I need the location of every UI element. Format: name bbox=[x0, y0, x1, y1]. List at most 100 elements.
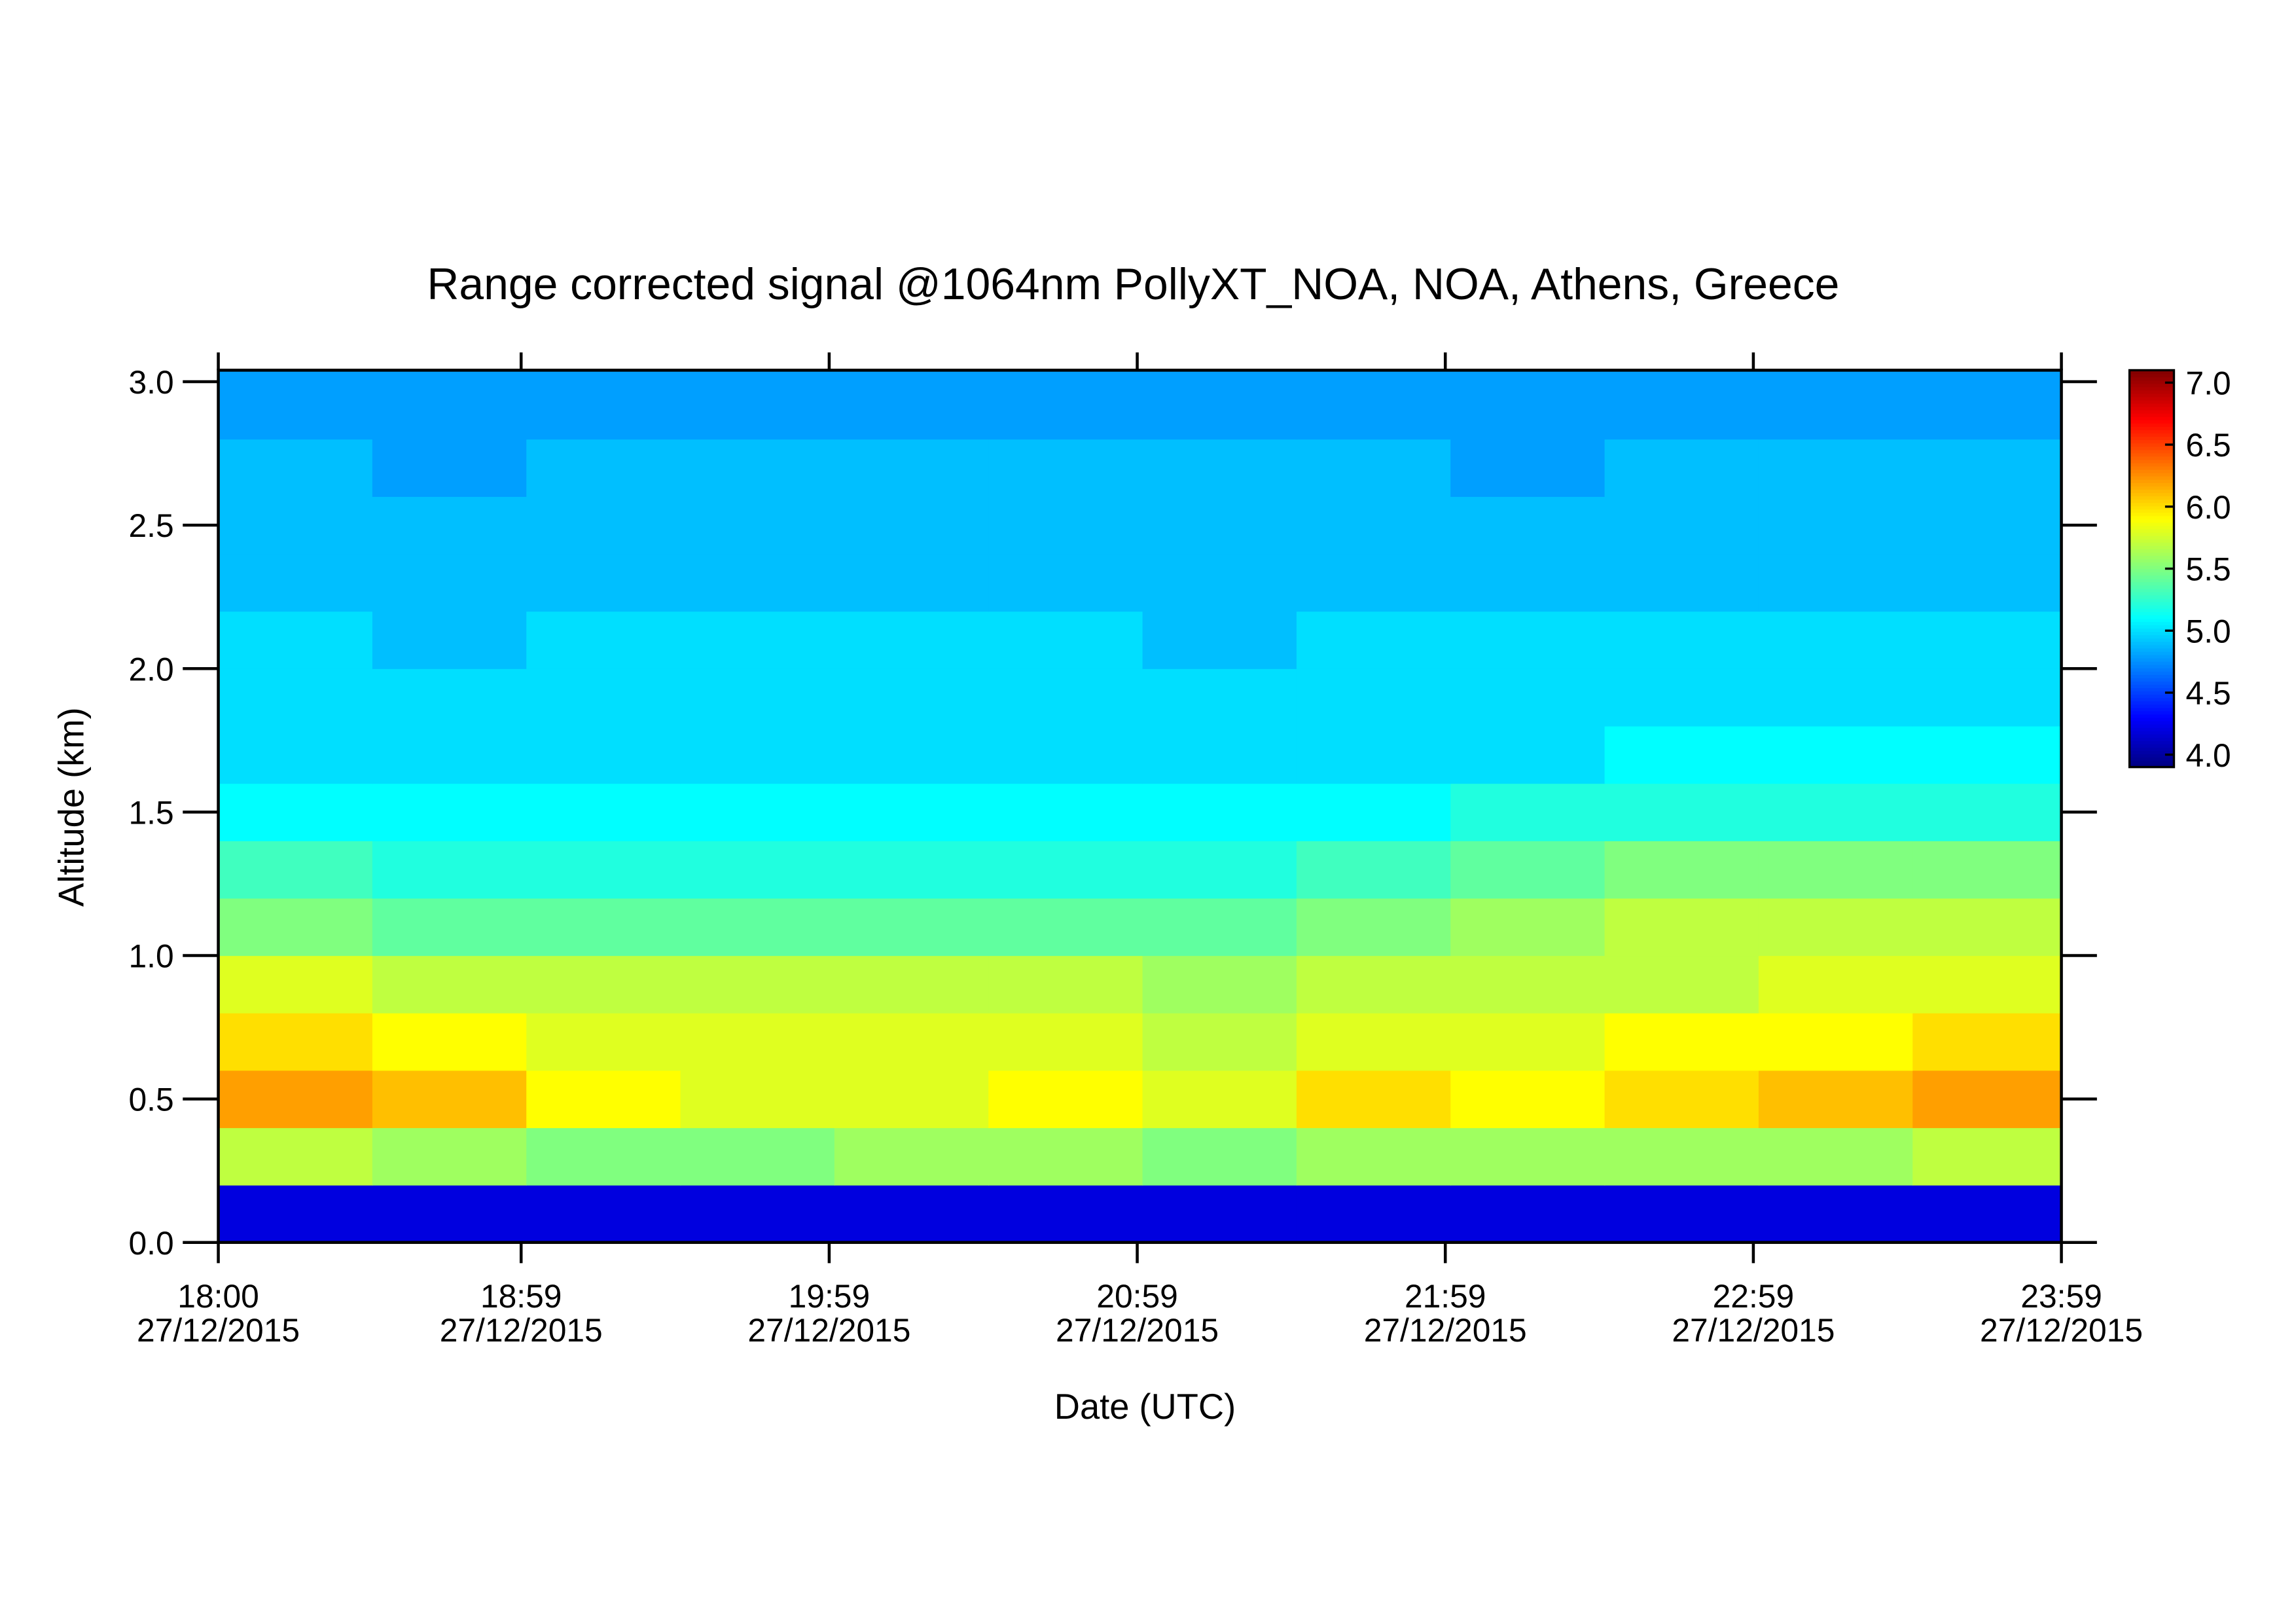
heatmap-cell bbox=[526, 955, 681, 1013]
heatmap-cell bbox=[1296, 611, 1451, 669]
colorbar-swatch bbox=[2129, 657, 2174, 662]
colorbar-swatch bbox=[2129, 687, 2174, 692]
colorbar-swatch bbox=[2129, 668, 2174, 672]
heatmap-cell bbox=[1450, 611, 1605, 669]
heatmap-cell bbox=[372, 496, 527, 555]
heatmap-cell bbox=[1758, 439, 1913, 497]
heatmap-cell bbox=[1296, 496, 1451, 555]
heatmap-cell bbox=[834, 955, 989, 1013]
colorbar-swatch bbox=[2129, 552, 2174, 556]
heatmap-cell bbox=[1758, 1070, 1913, 1129]
colorbar-swatch bbox=[2129, 628, 2174, 632]
heatmap-cell bbox=[526, 370, 681, 440]
colorbar-swatch bbox=[2129, 396, 2174, 401]
heatmap-cell bbox=[1912, 1127, 2062, 1186]
colorbar-tick-label: 4.5 bbox=[2186, 675, 2231, 712]
heatmap-cell bbox=[1758, 668, 1913, 727]
heatmap-cell bbox=[680, 1185, 835, 1243]
heatmap-cell bbox=[1450, 496, 1605, 555]
heatmap-cell bbox=[1296, 725, 1451, 784]
heatmap-cell bbox=[1450, 1070, 1605, 1129]
heatmap-cell bbox=[1296, 439, 1451, 497]
heatmap-cell bbox=[1604, 439, 1759, 497]
x-tick-label: 20:59 27/12/2015 bbox=[1056, 1278, 1219, 1349]
heatmap-cell bbox=[834, 496, 989, 555]
colorbar-swatch bbox=[2129, 744, 2174, 748]
heatmap-cell bbox=[526, 725, 681, 784]
y-tick-label: 2.5 bbox=[129, 507, 174, 544]
heatmap-cell bbox=[1758, 1013, 1913, 1071]
colorbar-swatch bbox=[2129, 598, 2174, 602]
heatmap-cell bbox=[372, 370, 527, 440]
heatmap-cell bbox=[1142, 898, 1297, 957]
heatmap-cell bbox=[1450, 1127, 1605, 1186]
heatmap-cell bbox=[1912, 725, 2062, 784]
colorbar-swatch bbox=[2129, 717, 2174, 721]
colorbar-swatch bbox=[2129, 608, 2174, 612]
heatmap-cell bbox=[1912, 898, 2062, 957]
heatmap-cell bbox=[1450, 898, 1605, 957]
colorbar-swatch bbox=[2129, 647, 2174, 652]
colorbar-swatch bbox=[2129, 380, 2174, 384]
heatmap-cell bbox=[988, 1070, 1143, 1129]
x-tick-label: 18:00 27/12/2015 bbox=[137, 1278, 300, 1349]
heatmap-cell bbox=[218, 553, 373, 612]
heatmap-cell bbox=[372, 553, 527, 612]
colorbar-swatch bbox=[2129, 618, 2174, 623]
heatmap-cell bbox=[1142, 1013, 1297, 1071]
heatmap-cell bbox=[526, 1013, 681, 1071]
y-axis-label: Altitude (km) bbox=[52, 707, 92, 907]
heatmap-cell bbox=[218, 370, 373, 440]
colorbar-swatch bbox=[2129, 545, 2174, 549]
colorbar-swatch bbox=[2129, 476, 2174, 480]
colorbar-swatch bbox=[2129, 674, 2174, 678]
colorbar-swatch bbox=[2129, 383, 2174, 388]
heatmap-cell bbox=[988, 1127, 1143, 1186]
colorbar: 4.0 4.5 5.0 5.5 6.0 6.5 7.0 bbox=[2128, 365, 2231, 774]
heatmap-cell bbox=[834, 841, 989, 899]
heatmap-cell bbox=[1296, 668, 1451, 727]
colorbar-swatch bbox=[2129, 621, 2174, 626]
colorbar-swatch bbox=[2129, 489, 2174, 494]
heatmap-cell bbox=[372, 841, 527, 899]
colorbar-swatch bbox=[2129, 585, 2174, 589]
heatmap-cell bbox=[1142, 1185, 1297, 1243]
colorbar-swatch bbox=[2129, 754, 2174, 758]
colorbar-swatch bbox=[2129, 634, 2174, 639]
heatmap-cell bbox=[1450, 1013, 1605, 1071]
colorbar-swatch bbox=[2129, 499, 2174, 503]
colorbar-swatch bbox=[2129, 763, 2174, 768]
y-tick-label: 0.5 bbox=[129, 1082, 174, 1118]
heatmap-cell bbox=[1142, 725, 1297, 784]
colorbar-swatch bbox=[2129, 549, 2174, 553]
colorbar-swatch bbox=[2129, 536, 2174, 539]
colorbar-swatch bbox=[2129, 638, 2174, 642]
colorbar-swatch bbox=[2129, 701, 2174, 705]
colorbar-swatch bbox=[2129, 399, 2174, 404]
colorbar-swatch bbox=[2129, 433, 2174, 437]
heatmap-cell bbox=[1142, 553, 1297, 612]
colorbar-swatch bbox=[2129, 469, 2174, 473]
heatmap-cell bbox=[1296, 1127, 1451, 1186]
heatmap-cell bbox=[834, 439, 989, 497]
heatmap-cell bbox=[834, 611, 989, 669]
heatmap-cell bbox=[1758, 496, 1913, 555]
heatmap-cell bbox=[1142, 841, 1297, 899]
heatmap-cell bbox=[372, 439, 527, 497]
colorbar-swatch bbox=[2129, 539, 2174, 543]
colorbar-swatch bbox=[2129, 439, 2174, 444]
heatmap-cell bbox=[218, 496, 373, 555]
heatmap-cell bbox=[834, 668, 989, 727]
heatmap-cell bbox=[1758, 898, 1913, 957]
heatmap-cell bbox=[1604, 841, 1759, 899]
heatmap-cell bbox=[1912, 1070, 2062, 1129]
heatmap-cell bbox=[526, 1185, 681, 1243]
x-tick-label: 18:59 27/12/2015 bbox=[440, 1278, 603, 1349]
colorbar-swatch bbox=[2129, 588, 2174, 593]
heatmap-cell bbox=[218, 955, 373, 1013]
heatmap-cell bbox=[680, 439, 835, 497]
colorbar-swatch bbox=[2129, 740, 2174, 744]
colorbar-swatch bbox=[2129, 407, 2174, 410]
heatmap bbox=[218, 370, 2062, 1243]
